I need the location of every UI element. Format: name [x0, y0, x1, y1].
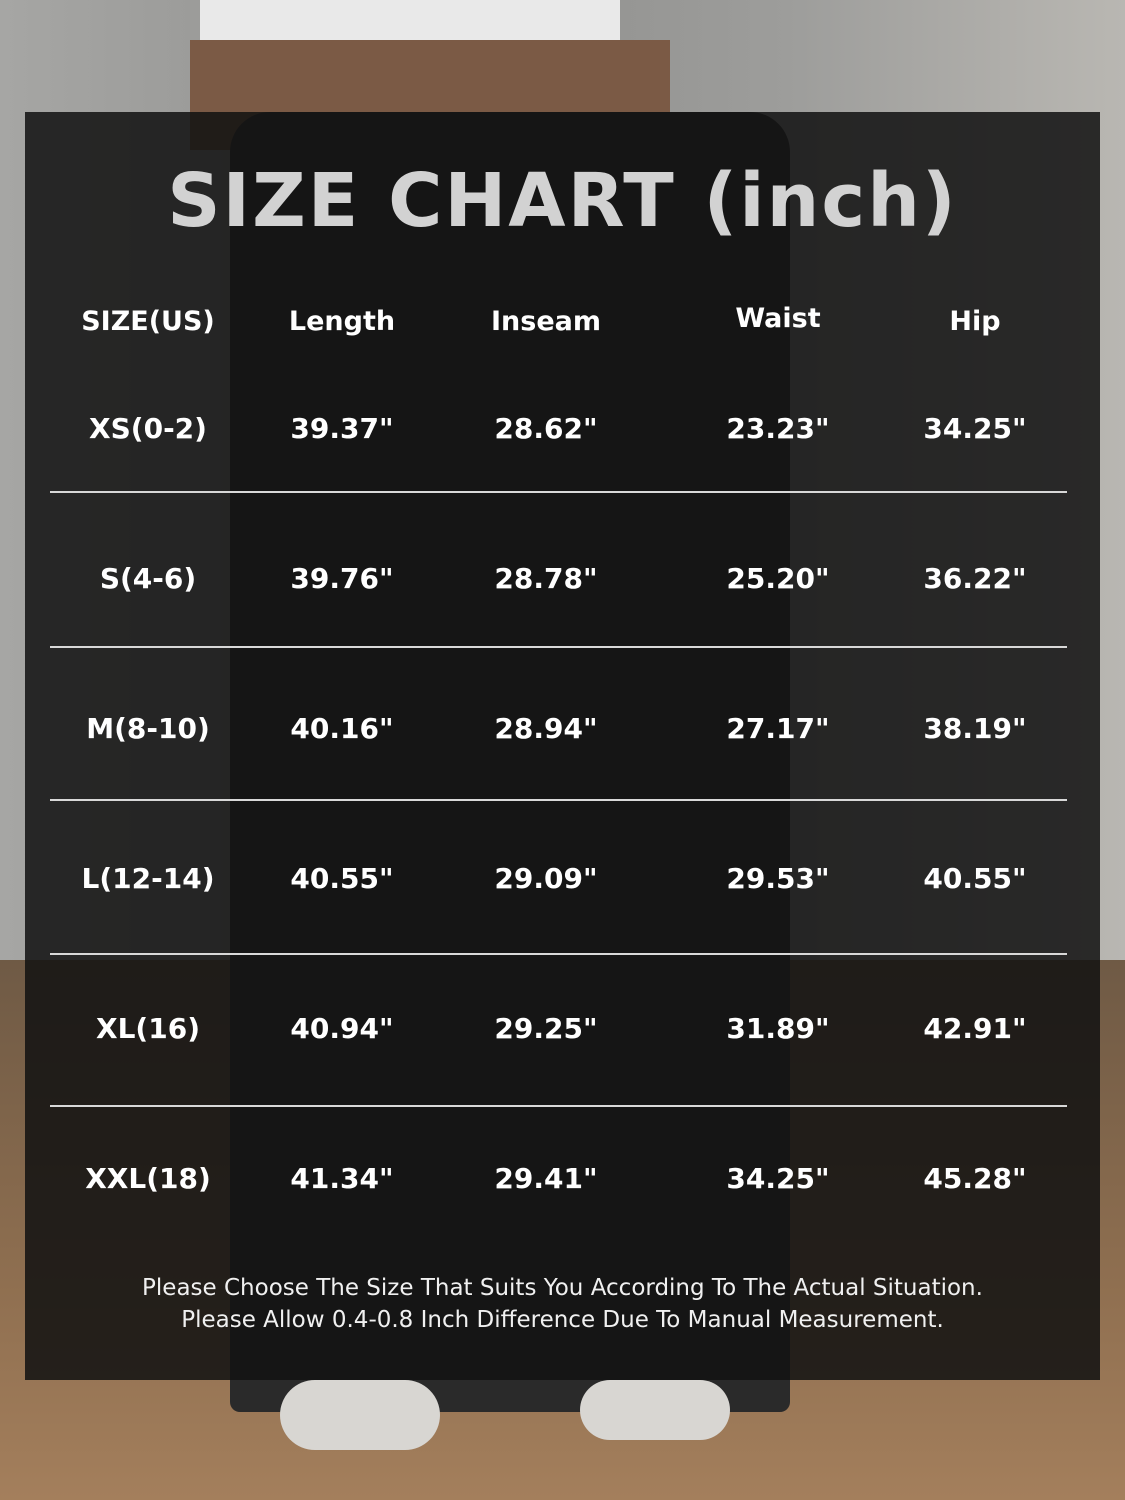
- row-divider: [50, 646, 1067, 648]
- measurement-cell: 45.28": [923, 1162, 1027, 1195]
- measurement-cell: 39.37": [290, 412, 394, 445]
- measurement-cell: 29.09": [494, 862, 598, 895]
- measurement-cell: 34.25": [923, 412, 1027, 445]
- size-chart-title: SIZE CHART (inch): [167, 158, 958, 244]
- measurement-cell: 31.89": [726, 1012, 830, 1045]
- measurement-cell: 29.41": [494, 1162, 598, 1195]
- size-label: M(8-10): [86, 712, 210, 745]
- measurement-cell: 25.20": [726, 562, 830, 595]
- measurement-cell: 29.53": [726, 862, 830, 895]
- size-label: L(12-14): [81, 862, 215, 895]
- measurement-cell: 40.16": [290, 712, 394, 745]
- measurement-cell: 41.34": [290, 1162, 394, 1195]
- size-label: XS(0-2): [89, 412, 207, 445]
- note-line-2: Please Allow 0.4-0.8 Inch Difference Due…: [181, 1307, 944, 1333]
- measurement-cell: 42.91": [923, 1012, 1027, 1045]
- row-divider: [50, 491, 1067, 493]
- measurement-cell: 40.55": [923, 862, 1027, 895]
- measurement-cell: 29.25": [494, 1012, 598, 1045]
- measurement-cell: 28.62": [494, 412, 598, 445]
- size-label: XL(16): [96, 1012, 200, 1045]
- model-shoe-right: [580, 1380, 730, 1440]
- measurement-cell: 27.17": [726, 712, 830, 745]
- model-shoe-left: [280, 1380, 440, 1450]
- measurement-cell: 40.55": [290, 862, 394, 895]
- measurement-cell: 28.78": [494, 562, 598, 595]
- measurement-cell: 28.94": [494, 712, 598, 745]
- column-header: Inseam: [490, 306, 601, 337]
- size-label: XXL(18): [85, 1162, 211, 1195]
- row-divider: [50, 799, 1067, 801]
- row-divider: [50, 1105, 1067, 1107]
- measurement-cell: 40.94": [290, 1012, 394, 1045]
- measurement-cell: 23.23": [726, 412, 830, 445]
- measurement-cell: 38.19": [923, 712, 1027, 745]
- measurement-cell: 39.76": [290, 562, 394, 595]
- column-header: Length: [288, 306, 396, 337]
- note-line-1: Please Choose The Size That Suits You Ac…: [142, 1275, 983, 1301]
- size-chart-panel: [25, 112, 1100, 1380]
- row-divider: [50, 953, 1067, 955]
- measurement-cell: 34.25": [726, 1162, 830, 1195]
- size-label: S(4-6): [99, 562, 197, 595]
- column-header: Hip: [949, 306, 1001, 337]
- column-header: Waist: [735, 303, 821, 334]
- column-header: SIZE(US): [81, 306, 215, 337]
- measurement-cell: 36.22": [923, 562, 1027, 595]
